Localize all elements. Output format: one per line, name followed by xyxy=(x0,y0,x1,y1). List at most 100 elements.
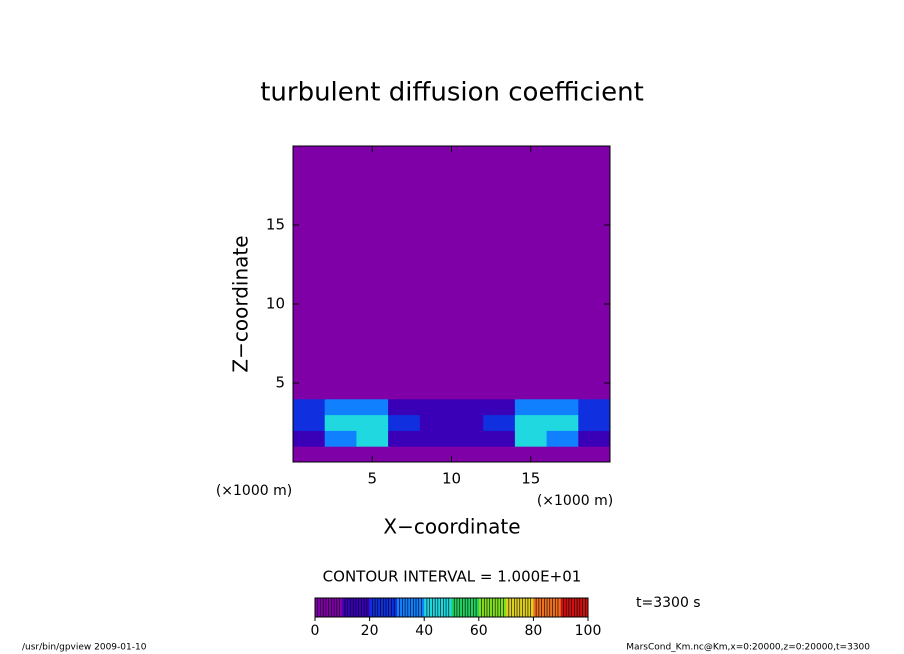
field-cell xyxy=(419,371,452,400)
field-cell xyxy=(419,185,452,234)
field-cell xyxy=(356,185,389,234)
field-cell xyxy=(451,430,484,447)
field-cell xyxy=(356,446,389,463)
field-cell xyxy=(419,280,452,329)
field-cell xyxy=(388,280,421,329)
field-cell xyxy=(356,232,389,281)
x-unit-label: (×1000 m) xyxy=(537,493,613,509)
field-cell xyxy=(419,414,452,431)
field-cell xyxy=(451,232,484,281)
colorbar-tick-label: 20 xyxy=(361,623,379,639)
field-cell xyxy=(514,414,548,431)
colorbar-tick-label: 40 xyxy=(415,623,433,639)
field-cell xyxy=(483,371,516,400)
field-cell xyxy=(483,414,516,431)
field-cell xyxy=(546,146,579,186)
field-cell xyxy=(419,232,452,281)
field-cell xyxy=(578,146,611,186)
field-cell xyxy=(293,146,326,186)
field-cell xyxy=(388,371,421,400)
field-cell xyxy=(451,414,484,431)
field-cell xyxy=(293,398,326,416)
chart-title: turbulent diffusion coefficient xyxy=(260,78,644,108)
field-cell xyxy=(293,446,326,463)
y-axis-label: Z−coordinate xyxy=(229,235,253,372)
field-cell xyxy=(546,446,579,463)
field-cell xyxy=(546,398,579,416)
field-cell xyxy=(578,185,611,234)
field-cell xyxy=(388,232,421,281)
footer-left: /usr/bin/gpview 2009-01-10 xyxy=(22,643,147,653)
field-cell xyxy=(419,327,452,372)
field-cell xyxy=(451,398,484,416)
field-cell xyxy=(546,371,579,400)
field-cell xyxy=(293,185,326,234)
field-cell xyxy=(324,146,357,186)
field-cell xyxy=(293,232,326,281)
field-cell xyxy=(578,371,611,400)
field-cell xyxy=(451,280,484,329)
field-cell xyxy=(324,414,357,431)
field-cell xyxy=(356,146,389,186)
field-cell xyxy=(578,398,611,416)
field-cell xyxy=(324,446,357,463)
field-cell xyxy=(578,430,611,447)
x-tick-label: 15 xyxy=(521,470,540,488)
field-cell xyxy=(356,414,389,431)
field-cell xyxy=(324,185,357,234)
field-cell xyxy=(388,185,421,234)
field-cell xyxy=(388,446,421,463)
field-cell xyxy=(546,185,579,234)
x-tick-label: 10 xyxy=(442,470,461,488)
field-cell xyxy=(578,327,611,372)
field-cell xyxy=(293,414,326,431)
y-unit-label: (×1000 m) xyxy=(216,483,292,499)
field-cell xyxy=(419,446,452,463)
field-cell xyxy=(419,398,452,416)
field-cell xyxy=(451,371,484,400)
field-cell xyxy=(324,398,357,416)
field-cell xyxy=(514,185,548,234)
field-cell xyxy=(483,232,516,281)
field-cell xyxy=(451,146,484,186)
colorbar-tick-label: 60 xyxy=(470,623,488,639)
field-cell xyxy=(578,446,611,463)
field-cell xyxy=(514,430,548,447)
field-cell xyxy=(578,232,611,281)
field-cell xyxy=(388,430,421,447)
field-cell xyxy=(388,327,421,372)
field-cell xyxy=(483,185,516,234)
field-cell xyxy=(546,430,579,447)
colorbar-tick-label: 80 xyxy=(524,623,542,639)
field-cell xyxy=(546,414,579,431)
field-cell xyxy=(356,398,389,416)
x-tick-label: 5 xyxy=(367,470,377,488)
field-cell xyxy=(514,146,548,186)
field-cell xyxy=(483,280,516,329)
field-cell xyxy=(483,430,516,447)
field-cell xyxy=(483,146,516,186)
field-cell xyxy=(546,232,579,281)
field-cell xyxy=(546,280,579,329)
field-cell xyxy=(324,280,357,329)
field-cell xyxy=(388,146,421,186)
time-label: t=3300 s xyxy=(636,595,701,611)
colorbar-tick-label: 0 xyxy=(311,623,320,639)
field-cell xyxy=(514,398,548,416)
field-cell xyxy=(451,327,484,372)
y-tick-label: 5 xyxy=(275,374,285,392)
field-cell xyxy=(451,446,484,463)
field-cell xyxy=(324,371,357,400)
colorbar-tick-label: 100 xyxy=(575,623,602,639)
footer-right: MarsCond_Km.nc@Km,x=0:20000,z=0:20000,t=… xyxy=(626,643,870,653)
field-cell xyxy=(483,398,516,416)
field-cell xyxy=(514,371,548,400)
field-cell xyxy=(388,398,421,416)
field-cell xyxy=(324,430,357,447)
field-cell xyxy=(483,446,516,463)
field-cell xyxy=(356,371,389,400)
field-cell xyxy=(514,232,548,281)
field-cell xyxy=(419,430,452,447)
field-cell xyxy=(293,327,326,372)
